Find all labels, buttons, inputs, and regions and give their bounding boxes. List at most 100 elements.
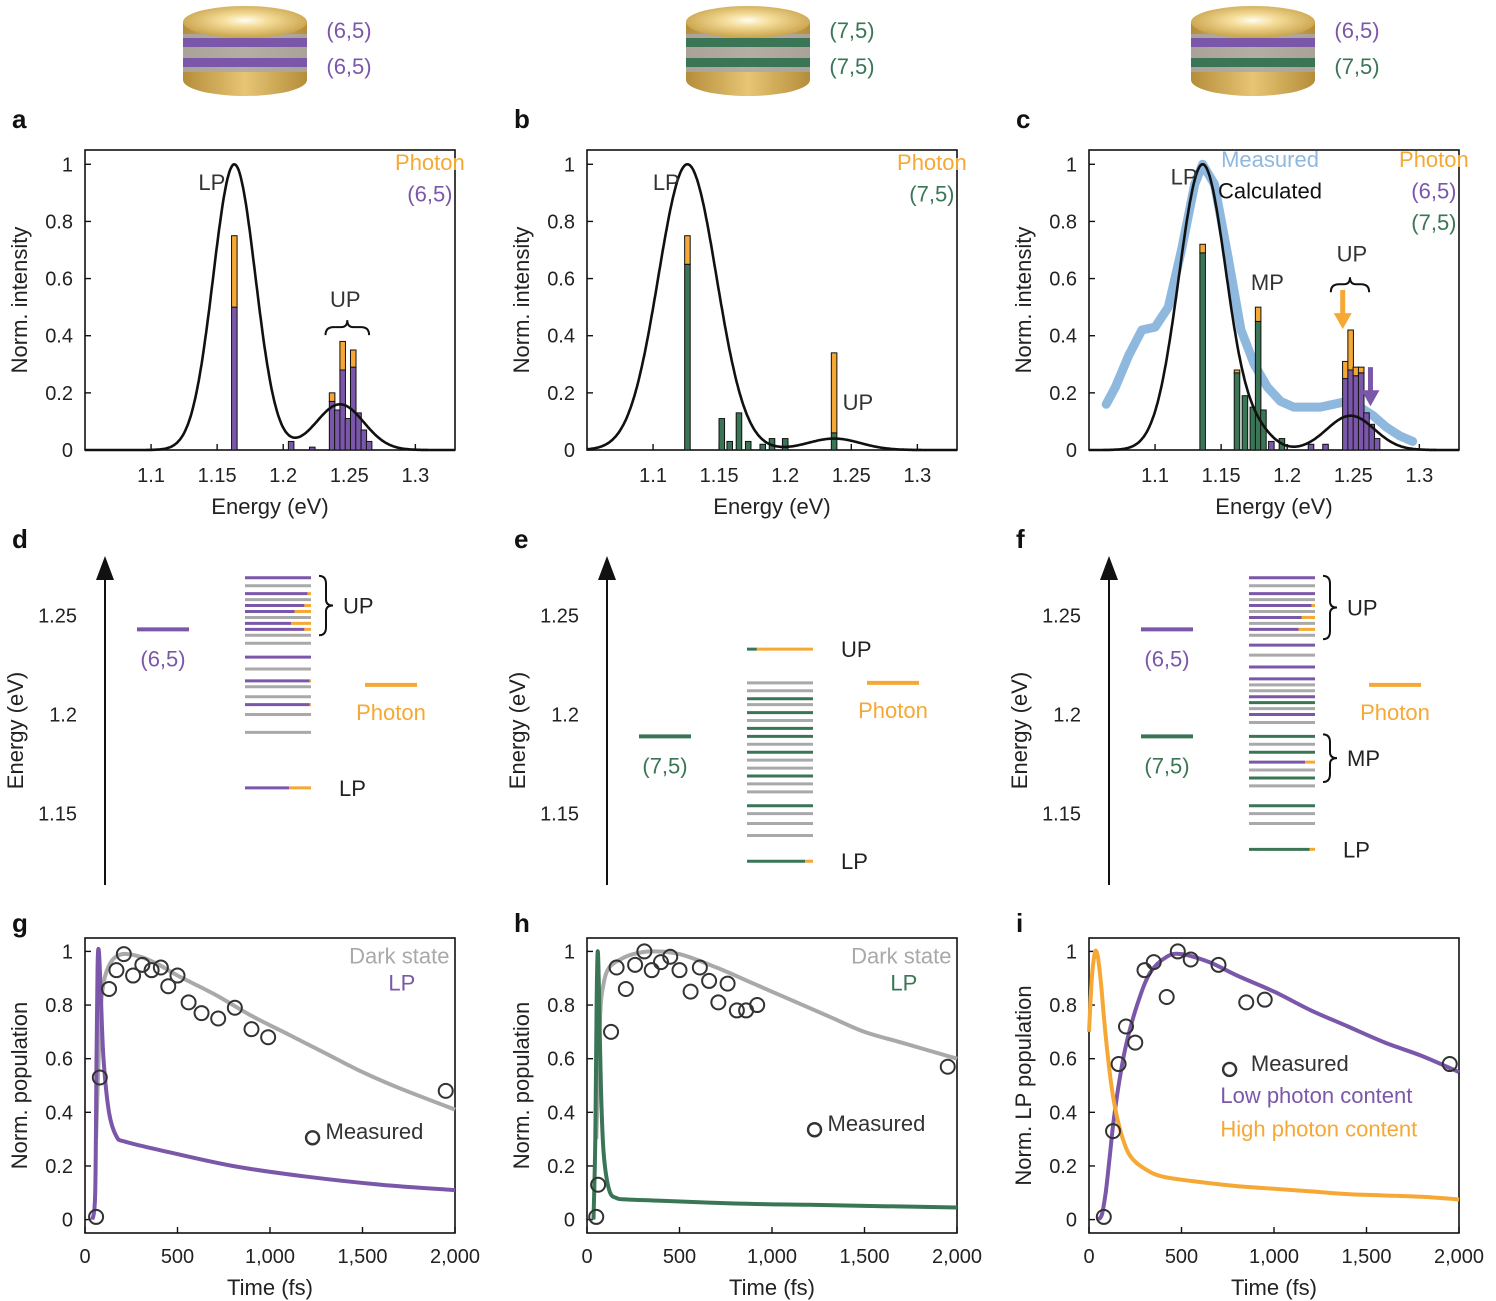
x-axis-label: Energy (eV) bbox=[211, 494, 328, 519]
measured-point bbox=[653, 954, 669, 971]
bar-photon bbox=[830, 352, 838, 434]
y-tick-label: 0.8 bbox=[1049, 995, 1077, 1017]
bar-exciton bbox=[726, 440, 733, 451]
y-tick-label: 0.6 bbox=[1049, 269, 1077, 291]
y-tick-label: 1.25 bbox=[1042, 605, 1081, 627]
panel-label-d: d bbox=[12, 524, 28, 554]
cavity-bottom-label: (7,5) bbox=[829, 54, 874, 79]
y-tick-label: 0 bbox=[564, 1210, 575, 1232]
y-tick-label: 0.8 bbox=[547, 211, 575, 233]
panel-label-g: g bbox=[12, 908, 28, 938]
x-axis-label: Time (fs) bbox=[1231, 1275, 1317, 1300]
level-brace bbox=[1322, 733, 1338, 783]
measured-point bbox=[1136, 962, 1153, 979]
annotation: Photon bbox=[395, 150, 465, 175]
measured-point bbox=[1238, 994, 1255, 1011]
legend-label: Measured bbox=[828, 1111, 926, 1136]
y-tick-label: 0 bbox=[1066, 440, 1077, 462]
measured-point bbox=[125, 967, 142, 984]
level-annotation: UP bbox=[1347, 596, 1378, 621]
x-tick-label: 1,500 bbox=[337, 1246, 387, 1268]
bar-exciton bbox=[334, 409, 341, 451]
measured-point bbox=[1158, 989, 1175, 1005]
mirror-top bbox=[686, 6, 810, 38]
annotation: LP bbox=[1171, 164, 1198, 189]
y-tick-label: 1.15 bbox=[540, 804, 579, 826]
x-tick-label: 2,000 bbox=[430, 1246, 480, 1268]
bar-exciton bbox=[1307, 443, 1315, 451]
y-tick-label: 0.2 bbox=[1049, 1156, 1077, 1178]
x-tick-label: 0 bbox=[79, 1246, 90, 1268]
measured-point bbox=[180, 994, 197, 1011]
x-axis-label: Energy (eV) bbox=[1215, 494, 1332, 519]
measured-point bbox=[671, 962, 688, 979]
legend-label: Low photon content bbox=[1220, 1083, 1412, 1108]
exciton-level-label: (7,5) bbox=[642, 753, 687, 778]
bar-exciton bbox=[718, 418, 726, 451]
level-annotation: UP bbox=[343, 594, 374, 619]
y-axis-label: Norm. LP population bbox=[1011, 985, 1036, 1185]
measured-point bbox=[719, 975, 736, 992]
x-axis-label: Energy (eV) bbox=[713, 494, 830, 519]
panel-label-c: c bbox=[1016, 104, 1030, 134]
y-tick-label: 1.25 bbox=[38, 605, 77, 627]
measured-point bbox=[682, 983, 699, 1000]
panel-label-f: f bbox=[1016, 524, 1025, 554]
annotation: Measured bbox=[1221, 147, 1319, 172]
measured-point bbox=[590, 1176, 607, 1193]
y-tick-label: 0.6 bbox=[45, 1049, 73, 1071]
y-tick-label: 1.2 bbox=[49, 705, 77, 727]
legend-label: Dark state bbox=[851, 943, 951, 968]
legend-label: Measured bbox=[326, 1119, 424, 1144]
energy-axis-arrowhead bbox=[96, 556, 114, 580]
series-line bbox=[1096, 951, 1460, 1221]
legend-label: High photon content bbox=[1220, 1116, 1417, 1141]
measured-point bbox=[627, 956, 644, 973]
measured-point bbox=[588, 1208, 605, 1225]
bar-photon bbox=[339, 340, 346, 371]
y-tick-label: 0 bbox=[1066, 1210, 1077, 1232]
x-tick-label: 1.3 bbox=[1405, 465, 1433, 487]
series-line bbox=[591, 949, 958, 1220]
cavity-bottom-label: (6,5) bbox=[326, 54, 371, 79]
y-tick-label: 1 bbox=[1066, 154, 1077, 176]
measured-point bbox=[1145, 954, 1162, 971]
x-tick-label: 1.1 bbox=[639, 465, 667, 487]
series-line bbox=[90, 946, 456, 1220]
bar-exciton bbox=[339, 369, 346, 451]
y-tick-label: 0.4 bbox=[547, 326, 575, 348]
y-tick-label: 1.25 bbox=[540, 605, 579, 627]
panel-label-a: a bbox=[12, 104, 27, 134]
x-tick-label: 500 bbox=[161, 1246, 194, 1268]
y-axis-label: Norm. intensity bbox=[1011, 227, 1036, 374]
measured-point bbox=[243, 1021, 260, 1038]
photon-level-label: Photon bbox=[356, 700, 426, 725]
level-annotation: LP bbox=[339, 776, 366, 801]
legend-label: LP bbox=[890, 970, 917, 995]
x-tick-label: 1,000 bbox=[1249, 1246, 1299, 1268]
y-tick-label: 0.2 bbox=[45, 383, 73, 405]
level-annotation: LP bbox=[1343, 837, 1370, 862]
panel-b: 1.1 1.15 1.2 1.25 1.3 0 0.2 0.4 0.6 0.8 1 Energy (e… bbox=[509, 149, 967, 519]
y-tick-label: 0.6 bbox=[547, 269, 575, 291]
x-tick-label: 1.25 bbox=[1334, 465, 1373, 487]
bottom-layer bbox=[183, 58, 307, 67]
bar-exciton bbox=[1241, 395, 1249, 451]
calculated-spectrum bbox=[586, 163, 957, 452]
mirror-top bbox=[183, 6, 307, 38]
annotation: LP bbox=[198, 170, 225, 195]
cavity-2: (7,5) (7,5) bbox=[686, 6, 875, 96]
annotation: UP bbox=[330, 287, 361, 312]
level-annotation: LP bbox=[841, 849, 868, 874]
measured-point bbox=[1105, 1123, 1122, 1140]
y-tick-label: 0.8 bbox=[547, 995, 575, 1017]
y-tick-label: 0.4 bbox=[45, 326, 73, 348]
measured-point bbox=[636, 943, 653, 960]
plot-frame bbox=[84, 149, 456, 451]
panel-f: 1.15 1.2 1.25 Energy (eV) (6,5) (7,5) Photon UP… bbox=[1007, 556, 1430, 885]
top-layer bbox=[686, 38, 810, 47]
panel-d: 1.15 1.2 1.25 Energy (eV) (6,5) Photon UP LP bbox=[3, 556, 426, 885]
y-tick-label: 0.6 bbox=[45, 269, 73, 291]
y-tick-label: 1.2 bbox=[551, 705, 579, 727]
